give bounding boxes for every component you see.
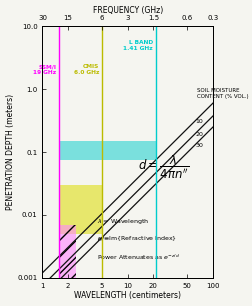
X-axis label: FREQUENCY (GHz): FREQUENCY (GHz) <box>93 6 163 15</box>
Text: Power Attenuates as $e^{-z/d}$: Power Attenuates as $e^{-z/d}$ <box>97 253 180 262</box>
Bar <box>59 185 102 234</box>
Text: SSM/I
19 GHz: SSM/I 19 GHz <box>33 64 56 75</box>
Text: 20: 20 <box>195 132 203 137</box>
Text: SOIL MOISTURE
CONTENT (% VOL.): SOIL MOISTURE CONTENT (% VOL.) <box>197 88 249 99</box>
Y-axis label: PENETRATION DEPTH (meters): PENETRATION DEPTH (meters) <box>6 94 15 210</box>
Text: $n^{\prime\prime}$=Im{Refractive Index}: $n^{\prime\prime}$=Im{Refractive Index} <box>97 235 177 244</box>
Text: $n^{\prime\prime}$=: $n^{\prime\prime}$= <box>97 235 110 244</box>
Text: CMIS
6.0 GHz: CMIS 6.0 GHz <box>74 64 99 75</box>
Text: 30: 30 <box>195 143 203 148</box>
Text: L BAND
1.41 GHz: L BAND 1.41 GHz <box>123 40 153 51</box>
X-axis label: WAVELENGTH (centimeters): WAVELENGTH (centimeters) <box>74 291 181 300</box>
Text: 10: 10 <box>195 119 203 124</box>
Text: $d = \dfrac{\lambda}{4\pi n^{\prime\prime}}$: $d = \dfrac{\lambda}{4\pi n^{\prime\prim… <box>138 154 189 181</box>
Text: $\lambda$ = Wavelength: $\lambda$ = Wavelength <box>97 218 149 226</box>
Bar <box>59 141 156 160</box>
Bar <box>59 225 76 278</box>
